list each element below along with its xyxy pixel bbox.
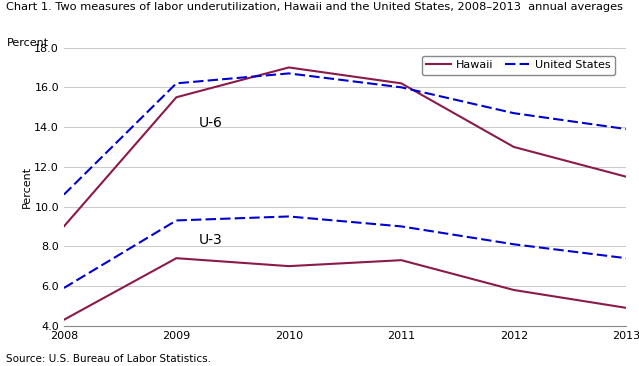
- Text: U-6: U-6: [199, 116, 223, 130]
- Text: U-3: U-3: [199, 233, 222, 247]
- Text: Source: U.S. Bureau of Labor Statistics.: Source: U.S. Bureau of Labor Statistics.: [6, 354, 212, 364]
- Legend: Hawaii, United States: Hawaii, United States: [422, 56, 615, 75]
- Text: Chart 1. Two measures of labor underutilization, Hawaii and the United States, 2: Chart 1. Two measures of labor underutil…: [6, 2, 624, 12]
- Text: Percent: Percent: [6, 38, 49, 48]
- Y-axis label: Percent: Percent: [22, 165, 31, 208]
